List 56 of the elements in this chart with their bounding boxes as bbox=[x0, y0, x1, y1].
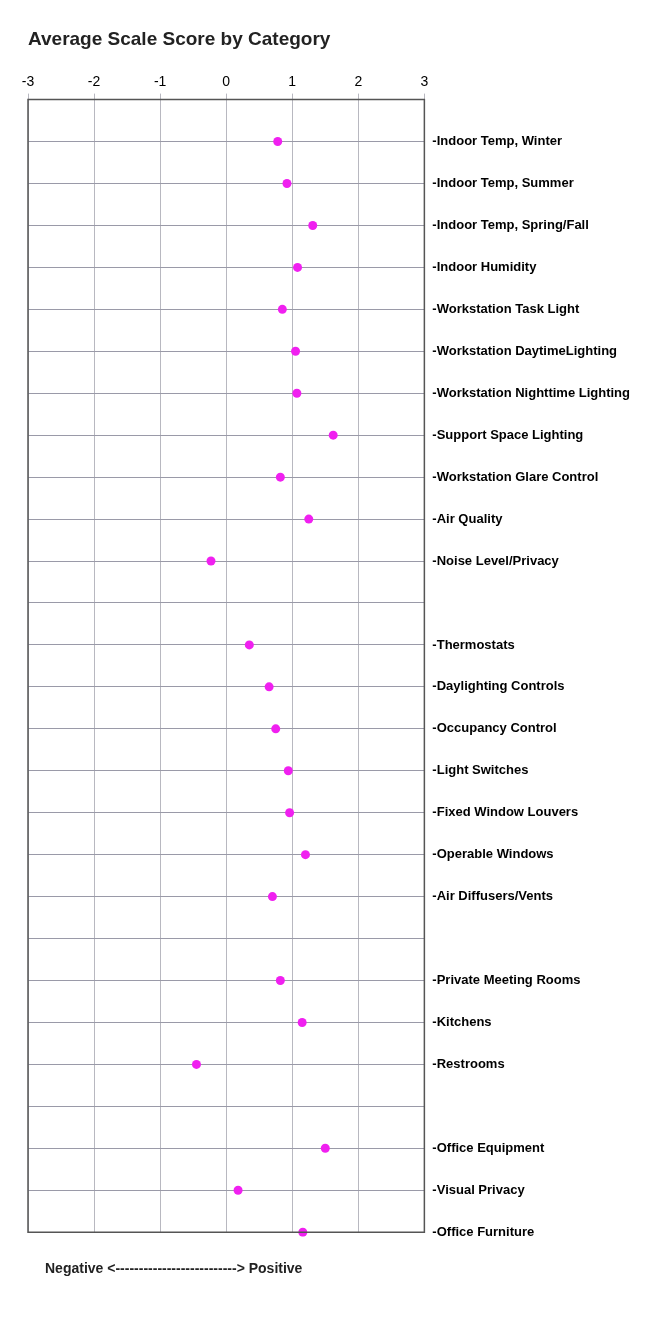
point bbox=[244, 640, 254, 650]
point bbox=[328, 430, 338, 440]
y-tick-label: -Indoor Temp, Spring/Fall bbox=[432, 217, 589, 233]
point bbox=[275, 976, 285, 986]
y-tick-label: -Noise Level/Privacy bbox=[432, 552, 560, 568]
point bbox=[300, 850, 310, 860]
point bbox=[264, 682, 274, 692]
y-tick-label: -Workstation Task Light bbox=[432, 300, 580, 316]
y-tick-label: -Visual Privacy bbox=[432, 1181, 526, 1197]
y-tick-label: -Occupancy Control bbox=[432, 720, 557, 736]
y-tick-label: -Light Switches bbox=[432, 762, 529, 778]
point bbox=[275, 472, 285, 482]
chart-title: Average Scale Score by Category bbox=[28, 27, 331, 49]
point bbox=[191, 1059, 201, 1069]
point bbox=[267, 892, 277, 902]
point bbox=[271, 724, 281, 734]
y-tick-label: -Private Meeting Rooms bbox=[432, 972, 581, 988]
point bbox=[282, 179, 292, 188]
x-tick-label: -3 bbox=[21, 73, 35, 90]
y-tick-label: -Kitchens bbox=[432, 1014, 492, 1030]
y-tick-label: -Thermostats bbox=[432, 636, 515, 652]
y-tick-label: -Office Furniture bbox=[432, 1223, 535, 1239]
point bbox=[320, 1143, 330, 1153]
y-tick-label: -Workstation Glare Control bbox=[432, 468, 599, 484]
point bbox=[273, 137, 283, 147]
point bbox=[293, 262, 303, 272]
point bbox=[292, 388, 302, 398]
point bbox=[233, 1185, 243, 1195]
point bbox=[308, 220, 318, 230]
point bbox=[304, 514, 314, 524]
y-tick-label: -Office Equipment bbox=[432, 1139, 545, 1155]
y-tick-label: -Indoor Temp, Summer bbox=[432, 175, 574, 191]
point bbox=[206, 556, 216, 566]
y-tick-label: -Air Quality bbox=[432, 510, 504, 526]
point bbox=[283, 766, 293, 776]
y-tick-label: -Fixed Window Louvers bbox=[432, 804, 579, 820]
x-tick-label: 1 bbox=[288, 73, 297, 90]
y-tick-label: -Daylighting Controls bbox=[432, 678, 565, 694]
x-tick-label: 3 bbox=[420, 73, 429, 90]
y-tick-label: -Indoor Humidity bbox=[432, 258, 538, 274]
x-tick-label: -2 bbox=[87, 73, 101, 90]
y-tick-label: -Workstation Nighttime Lighting bbox=[432, 384, 631, 400]
text: Negative <--------------------------> Positive bbox=[45, 1260, 304, 1276]
x-tick-label: 0 bbox=[222, 73, 231, 90]
y-tick-label: -Restrooms bbox=[432, 1055, 505, 1071]
x-tick-label: 2 bbox=[354, 73, 363, 90]
point bbox=[297, 1017, 307, 1027]
y-tick-label: -Operable Windows bbox=[432, 846, 554, 862]
x-tick-label: -1 bbox=[153, 73, 167, 90]
point bbox=[285, 808, 295, 818]
y-tick-label: -Indoor Temp, Winter bbox=[432, 133, 563, 149]
y-tick-label: -Support Space Lighting bbox=[432, 426, 584, 442]
y-tick-label: -Air Diffusers/Vents bbox=[432, 888, 554, 904]
point bbox=[277, 304, 287, 314]
y-tick-label: -Workstation DaytimeLighting bbox=[432, 342, 618, 358]
point bbox=[291, 346, 301, 356]
